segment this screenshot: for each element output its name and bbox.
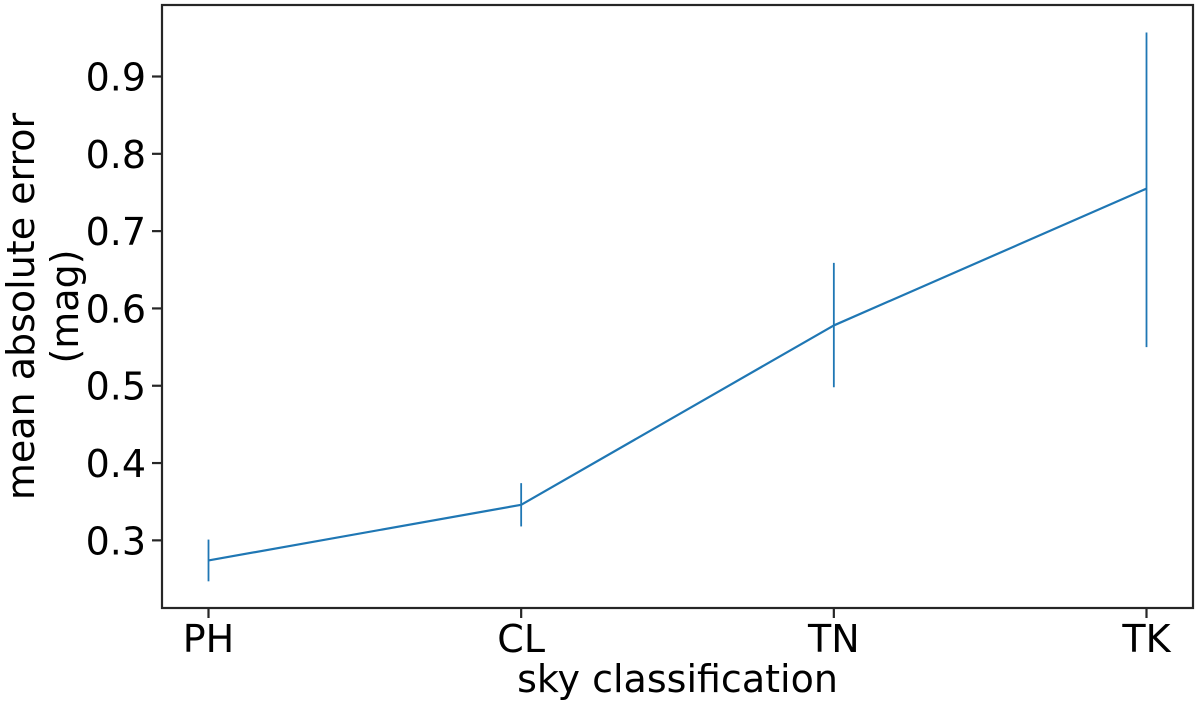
axes: 0.3 0.4 0.5 0.6 0.7 0.8 0.9 PH CL TN TK sky classif… bbox=[0, 3, 1195, 701]
y-axis-label-line1: mean absolute error bbox=[0, 112, 43, 500]
y-tick-label: 0.6 bbox=[86, 287, 146, 331]
y-axis: 0.3 0.4 0.5 0.6 0.7 0.8 0.9 bbox=[86, 56, 162, 563]
series-line bbox=[208, 187, 1147, 562]
x-axis-label: sky classification bbox=[517, 657, 838, 701]
data-series bbox=[207, 32, 1148, 582]
y-tick-label: 0.9 bbox=[86, 56, 146, 100]
x-tick-label: CL bbox=[497, 617, 545, 661]
plot-frame bbox=[160, 3, 1195, 610]
y-tick-label: 0.4 bbox=[86, 442, 146, 486]
x-tick-label: TN bbox=[807, 617, 860, 661]
y-tick-label: 0.5 bbox=[86, 365, 146, 409]
x-tick-label: TK bbox=[1121, 617, 1171, 661]
x-axis: PH CL TN TK bbox=[183, 608, 1172, 661]
y-tick-label: 0.3 bbox=[86, 519, 146, 563]
y-tick-label: 0.8 bbox=[86, 133, 146, 177]
y-axis-label-line2: (mag) bbox=[43, 249, 87, 363]
y-tick-label: 0.7 bbox=[86, 210, 146, 254]
x-tick-label: PH bbox=[183, 617, 235, 661]
